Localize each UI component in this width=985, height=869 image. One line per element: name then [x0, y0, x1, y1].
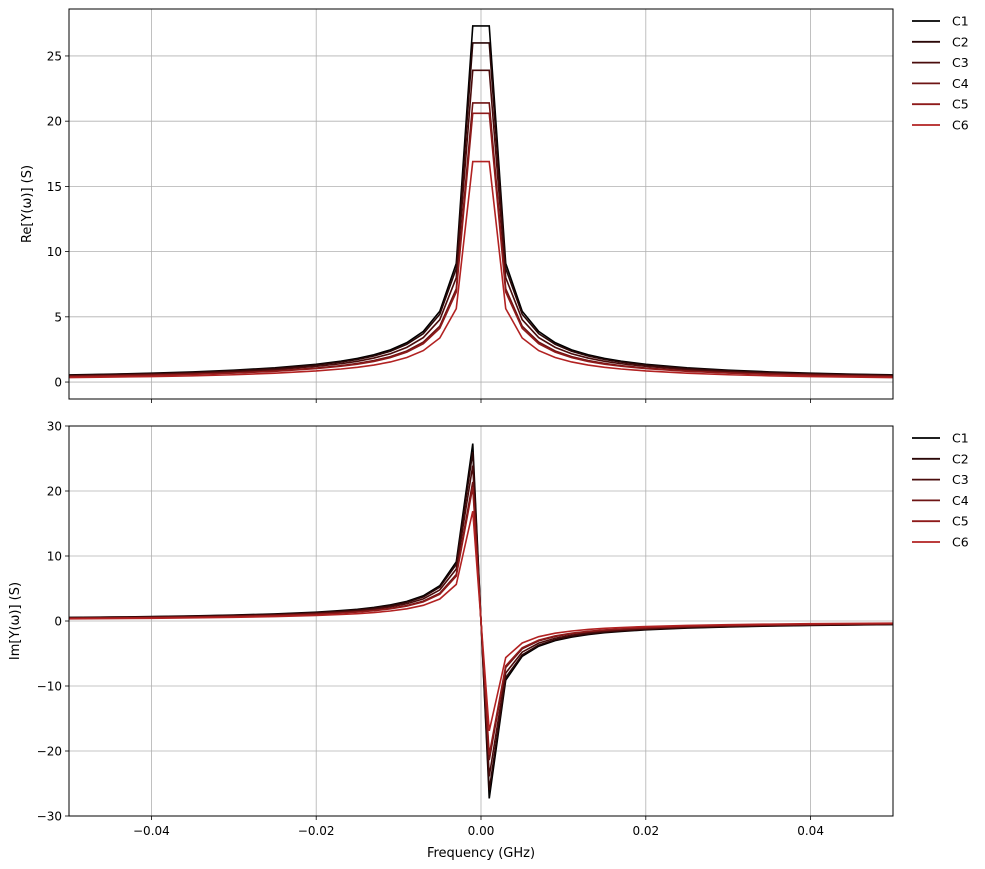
im-y-x-tick-label: −0.02	[298, 824, 335, 838]
im-y-xlabel: Frequency (GHz)	[427, 846, 535, 861]
re-y-legend-label: C4	[952, 76, 969, 91]
re-y-y-tick-label: 15	[47, 180, 62, 194]
re-y-series-c2	[69, 42, 893, 377]
re-y-series-c5	[69, 112, 893, 378]
re-y-y-tick-label: 25	[47, 49, 62, 63]
im-y-series-group	[69, 443, 893, 799]
im-y-x-tick-label: −0.04	[133, 824, 170, 838]
im-y-legend-label: C2	[952, 451, 969, 466]
im-y-legend-label: C1	[952, 431, 969, 446]
re-y-x-ticks	[150, 399, 811, 403]
im-y-legend-label: C6	[952, 535, 969, 550]
im-y-y-tick-label: −10	[37, 680, 62, 694]
im-y-legend: C1 C2 C3 C4 C5 C6	[912, 431, 969, 550]
re-y-grid	[69, 9, 893, 399]
im-y-x-tick-label: 0.00	[468, 824, 495, 838]
re-y-series-c3	[69, 69, 893, 377]
re-y-legend-label: C5	[952, 97, 969, 112]
im-y-ylabel: Im[Y(ω)] (S)	[8, 582, 23, 660]
re-y-legend-label: C2	[952, 34, 969, 49]
re-y-y-ticks: 0 5 10 15 20 25	[47, 49, 69, 390]
re-y-y-tick-label: 20	[47, 115, 62, 129]
re-y-y-tick-label: 10	[47, 245, 62, 259]
im-y-y-ticks: −30 −20 −10 0 10 20 30	[37, 420, 69, 824]
re-y-legend-label: C6	[952, 118, 969, 133]
im-y-y-tick-label: −20	[37, 745, 62, 759]
im-y-y-tick-label: 0	[54, 615, 62, 629]
im-y-legend-label: C3	[952, 472, 969, 487]
re-y-legend-label: C1	[952, 14, 969, 29]
im-y-series-c6	[69, 510, 893, 732]
im-y-plot: −0.04 −0.02 0.00 0.02 0.04 −30−20−100102030 …	[8, 420, 969, 862]
re-y-legend: C1 C2 C3 C4 C5 C6	[912, 14, 969, 133]
im-y-legend-label: C4	[952, 493, 969, 508]
im-y-y-tick-label: 20	[47, 485, 62, 499]
im-y-y-tick-label: 10	[47, 550, 62, 564]
im-y-y-tick-label: −30	[37, 810, 62, 824]
im-y-legend-label: C5	[952, 514, 969, 529]
im-y-y-tick-label: 30	[47, 420, 62, 434]
im-y-x-tick-label: 0.04	[797, 824, 824, 838]
re-y-y-tick-label: 5	[54, 310, 62, 324]
re-y-ylabel: Re[Y(ω)] (S)	[20, 165, 35, 243]
im-y-x-ticks: −0.04 −0.02 0.00 0.02 0.04	[133, 816, 824, 838]
re-y-legend-label: C3	[952, 55, 969, 70]
im-y-x-tick-label: 0.02	[632, 824, 659, 838]
re-y-y-tick-label: 0	[54, 376, 62, 390]
re-y-series-c6	[69, 160, 893, 379]
re-y-series-group	[69, 25, 893, 379]
re-y-plot: 0 5 10 15 20 25 Re[Y(ω)] (S) C1 C2 C3 C4 C5 C6	[20, 8, 969, 403]
